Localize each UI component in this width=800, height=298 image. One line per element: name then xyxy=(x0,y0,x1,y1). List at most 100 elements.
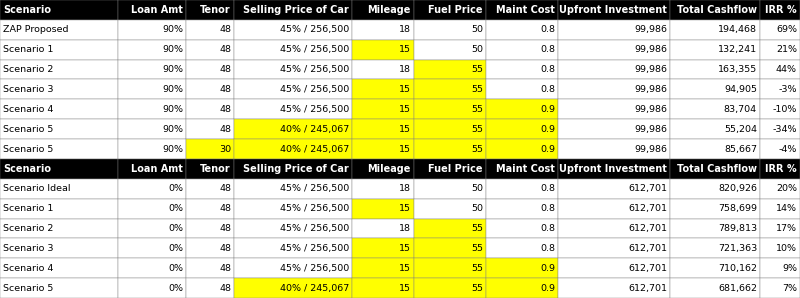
Text: 15: 15 xyxy=(399,284,411,293)
Text: Fuel Price: Fuel Price xyxy=(429,164,483,174)
Bar xyxy=(760,80,800,99)
Bar xyxy=(760,258,800,278)
Text: Scenario 3: Scenario 3 xyxy=(3,244,54,253)
Text: 45% / 256,500: 45% / 256,500 xyxy=(280,244,349,253)
Text: Fuel Price: Fuel Price xyxy=(429,5,483,15)
Text: Mileage: Mileage xyxy=(368,5,411,15)
Bar xyxy=(352,218,414,238)
Bar xyxy=(760,20,800,40)
Bar xyxy=(486,179,558,199)
Bar xyxy=(186,40,234,60)
Text: 55: 55 xyxy=(471,65,483,74)
Text: 132,241: 132,241 xyxy=(718,45,757,54)
Text: Loan Amt: Loan Amt xyxy=(131,5,183,15)
Text: 612,701: 612,701 xyxy=(628,244,667,253)
Text: Scenario 1: Scenario 1 xyxy=(3,204,54,213)
Bar xyxy=(234,60,352,80)
Text: 0.9: 0.9 xyxy=(540,125,555,134)
Bar xyxy=(760,218,800,238)
Bar xyxy=(118,40,186,60)
Text: 789,813: 789,813 xyxy=(718,224,757,233)
Bar xyxy=(558,159,670,179)
Bar xyxy=(558,20,670,40)
Text: Scenario 5: Scenario 5 xyxy=(3,284,54,293)
Bar xyxy=(352,199,414,218)
Text: 55: 55 xyxy=(471,244,483,253)
Bar xyxy=(486,60,558,80)
Bar xyxy=(558,179,670,199)
Bar xyxy=(0,199,118,218)
Text: 50: 50 xyxy=(471,25,483,34)
Text: 45% / 256,500: 45% / 256,500 xyxy=(280,184,349,193)
Text: 710,162: 710,162 xyxy=(718,264,757,273)
Bar xyxy=(414,0,486,20)
Bar xyxy=(234,238,352,258)
Bar xyxy=(670,20,760,40)
Bar xyxy=(558,0,670,20)
Text: 45% / 256,500: 45% / 256,500 xyxy=(280,204,349,213)
Text: Total Cashflow: Total Cashflow xyxy=(677,5,757,15)
Bar xyxy=(352,159,414,179)
Bar xyxy=(186,139,234,159)
Bar xyxy=(118,179,186,199)
Text: 48: 48 xyxy=(219,25,231,34)
Bar xyxy=(0,278,118,298)
Text: 15: 15 xyxy=(399,105,411,114)
Text: 15: 15 xyxy=(399,85,411,94)
Bar xyxy=(414,258,486,278)
Text: Scenario 4: Scenario 4 xyxy=(3,105,54,114)
Text: 0.8: 0.8 xyxy=(540,184,555,193)
Bar xyxy=(234,218,352,238)
Bar xyxy=(558,199,670,218)
Text: 0.9: 0.9 xyxy=(540,284,555,293)
Text: 0%: 0% xyxy=(168,184,183,193)
Text: 0.9: 0.9 xyxy=(540,145,555,153)
Text: 612,701: 612,701 xyxy=(628,284,667,293)
Bar xyxy=(486,199,558,218)
Text: Mileage: Mileage xyxy=(368,164,411,174)
Bar xyxy=(414,40,486,60)
Text: Tenor: Tenor xyxy=(200,164,231,174)
Bar xyxy=(118,60,186,80)
Bar xyxy=(118,199,186,218)
Bar xyxy=(760,0,800,20)
Bar xyxy=(0,218,118,238)
Text: -3%: -3% xyxy=(778,85,797,94)
Text: 48: 48 xyxy=(219,125,231,134)
Text: Scenario 1: Scenario 1 xyxy=(3,45,54,54)
Text: 194,468: 194,468 xyxy=(718,25,757,34)
Text: 99,986: 99,986 xyxy=(634,145,667,153)
Bar xyxy=(558,80,670,99)
Bar xyxy=(234,159,352,179)
Text: 15: 15 xyxy=(399,204,411,213)
Bar xyxy=(486,99,558,119)
Bar xyxy=(352,20,414,40)
Text: 681,662: 681,662 xyxy=(718,284,757,293)
Text: 45% / 256,500: 45% / 256,500 xyxy=(280,25,349,34)
Text: Upfront Investment: Upfront Investment xyxy=(559,164,667,174)
Text: 55: 55 xyxy=(471,224,483,233)
Text: 90%: 90% xyxy=(162,105,183,114)
Text: 14%: 14% xyxy=(776,204,797,213)
Bar xyxy=(414,278,486,298)
Bar xyxy=(414,139,486,159)
Bar xyxy=(414,60,486,80)
Text: 48: 48 xyxy=(219,184,231,193)
Text: 612,701: 612,701 xyxy=(628,204,667,213)
Bar xyxy=(352,60,414,80)
Text: 99,986: 99,986 xyxy=(634,25,667,34)
Text: 48: 48 xyxy=(219,244,231,253)
Bar xyxy=(186,119,234,139)
Text: 18: 18 xyxy=(399,65,411,74)
Text: 99,986: 99,986 xyxy=(634,65,667,74)
Bar xyxy=(352,179,414,199)
Bar xyxy=(186,199,234,218)
Text: 99,986: 99,986 xyxy=(634,45,667,54)
Text: Scenario 3: Scenario 3 xyxy=(3,85,54,94)
Bar xyxy=(486,80,558,99)
Bar xyxy=(760,199,800,218)
Text: 7%: 7% xyxy=(782,284,797,293)
Text: 758,699: 758,699 xyxy=(718,204,757,213)
Text: 55: 55 xyxy=(471,145,483,153)
Bar xyxy=(414,179,486,199)
